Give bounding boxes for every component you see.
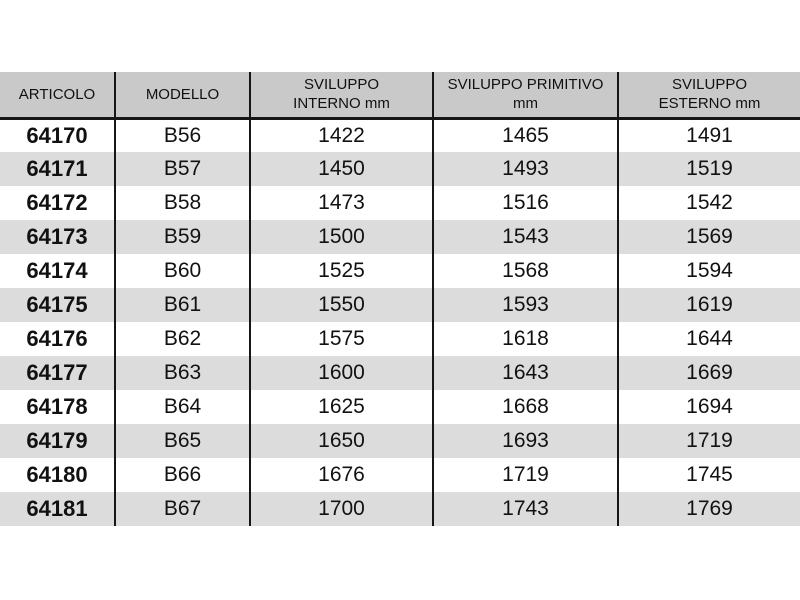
cell-articolo: 64174 (0, 254, 115, 288)
cell-articolo: 64177 (0, 356, 115, 390)
cell-sviluppo-primitivo: 1618 (432, 322, 618, 356)
cell-sviluppo-primitivo: 1465 (432, 118, 618, 152)
cell-articolo: 64176 (0, 322, 115, 356)
column-header-modello: MODELLO (114, 72, 250, 120)
table-row: 64171 B57 1450 1493 1519 (0, 152, 800, 186)
cell-sviluppo-esterno: 1669 (617, 356, 800, 390)
column-header-label: INTERNO mm (293, 95, 390, 113)
cell-sviluppo-esterno: 1491 (617, 118, 800, 152)
cell-sviluppo-esterno: 1542 (617, 186, 800, 220)
cell-sviluppo-interno: 1676 (249, 458, 433, 492)
cell-sviluppo-esterno: 1569 (617, 220, 800, 254)
column-header-label: MODELLO (145, 85, 220, 103)
spec-table: ARTICOLO MODELLO SVILUPPO INTERNO mm SVILUPP… (0, 72, 800, 526)
column-header-label: SVILUPPO (303, 75, 380, 93)
table-row: 64170 B56 1422 1465 1491 (0, 118, 800, 152)
table-row: 64173 B59 1500 1543 1569 (0, 220, 800, 254)
cell-sviluppo-interno: 1600 (249, 356, 433, 390)
cell-articolo: 64172 (0, 186, 115, 220)
cell-sviluppo-interno: 1525 (249, 254, 433, 288)
spec-table-body: 64170 B56 1422 1465 1491 64171 B57 1450 1493 1519… (0, 118, 800, 526)
cell-modello: B63 (114, 356, 250, 390)
table-row: 64177 B63 1600 1643 1669 (0, 356, 800, 390)
cell-sviluppo-esterno: 1594 (617, 254, 800, 288)
cell-sviluppo-primitivo: 1693 (432, 424, 618, 458)
column-header-sviluppo-interno: SVILUPPO INTERNO mm (249, 72, 433, 120)
cell-sviluppo-esterno: 1694 (617, 390, 800, 424)
cell-sviluppo-interno: 1700 (249, 492, 433, 526)
cell-sviluppo-primitivo: 1543 (432, 220, 618, 254)
cell-sviluppo-primitivo: 1593 (432, 288, 618, 322)
cell-modello: B65 (114, 424, 250, 458)
column-header-label: ARTICOLO (18, 85, 96, 103)
cell-sviluppo-primitivo: 1493 (432, 152, 618, 186)
cell-modello: B59 (114, 220, 250, 254)
column-header-label: ESTERNO mm (658, 95, 761, 113)
cell-modello: B57 (114, 152, 250, 186)
table-row: 64175 B61 1550 1593 1619 (0, 288, 800, 322)
cell-articolo: 64179 (0, 424, 115, 458)
column-header-label: SVILUPPO PRIMITIVO (447, 75, 604, 93)
cell-sviluppo-interno: 1500 (249, 220, 433, 254)
spec-table-header: ARTICOLO MODELLO SVILUPPO INTERNO mm SVILUPP… (0, 72, 800, 120)
column-header-label: SVILUPPO (671, 75, 748, 93)
cell-sviluppo-primitivo: 1668 (432, 390, 618, 424)
cell-sviluppo-esterno: 1769 (617, 492, 800, 526)
column-header-sviluppo-esterno: SVILUPPO ESTERNO mm (617, 72, 800, 120)
cell-sviluppo-interno: 1422 (249, 118, 433, 152)
cell-modello: B64 (114, 390, 250, 424)
cell-sviluppo-interno: 1650 (249, 424, 433, 458)
cell-articolo: 64178 (0, 390, 115, 424)
cell-sviluppo-esterno: 1719 (617, 424, 800, 458)
cell-modello: B61 (114, 288, 250, 322)
header-row: ARTICOLO MODELLO SVILUPPO INTERNO mm SVILUPP… (0, 72, 800, 120)
cell-articolo: 64173 (0, 220, 115, 254)
cell-sviluppo-primitivo: 1516 (432, 186, 618, 220)
cell-articolo: 64170 (0, 118, 115, 152)
cell-sviluppo-primitivo: 1568 (432, 254, 618, 288)
cell-modello: B66 (114, 458, 250, 492)
column-header-sviluppo-primitivo: SVILUPPO PRIMITIVO mm (432, 72, 618, 120)
cell-modello: B62 (114, 322, 250, 356)
cell-sviluppo-esterno: 1619 (617, 288, 800, 322)
cell-articolo: 64171 (0, 152, 115, 186)
cell-articolo: 64180 (0, 458, 115, 492)
table-row: 64172 B58 1473 1516 1542 (0, 186, 800, 220)
cell-sviluppo-primitivo: 1743 (432, 492, 618, 526)
cell-modello: B56 (114, 118, 250, 152)
column-header-articolo: ARTICOLO (0, 72, 115, 120)
cell-modello: B58 (114, 186, 250, 220)
cell-sviluppo-esterno: 1745 (617, 458, 800, 492)
column-header-label: mm (513, 95, 538, 113)
cell-sviluppo-interno: 1550 (249, 288, 433, 322)
cell-sviluppo-interno: 1625 (249, 390, 433, 424)
cell-sviluppo-esterno: 1644 (617, 322, 800, 356)
cell-sviluppo-interno: 1575 (249, 322, 433, 356)
table-row: 64179 B65 1650 1693 1719 (0, 424, 800, 458)
cell-sviluppo-esterno: 1519 (617, 152, 800, 186)
table-row: 64180 B66 1676 1719 1745 (0, 458, 800, 492)
cell-modello: B60 (114, 254, 250, 288)
cell-sviluppo-primitivo: 1719 (432, 458, 618, 492)
table-row: 64176 B62 1575 1618 1644 (0, 322, 800, 356)
cell-modello: B67 (114, 492, 250, 526)
cell-sviluppo-interno: 1473 (249, 186, 433, 220)
table-row: 64178 B64 1625 1668 1694 (0, 390, 800, 424)
table-row: 64174 B60 1525 1568 1594 (0, 254, 800, 288)
cell-articolo: 64175 (0, 288, 115, 322)
table-row: 64181 B67 1700 1743 1769 (0, 492, 800, 526)
cell-articolo: 64181 (0, 492, 115, 526)
cell-sviluppo-interno: 1450 (249, 152, 433, 186)
cell-sviluppo-primitivo: 1643 (432, 356, 618, 390)
